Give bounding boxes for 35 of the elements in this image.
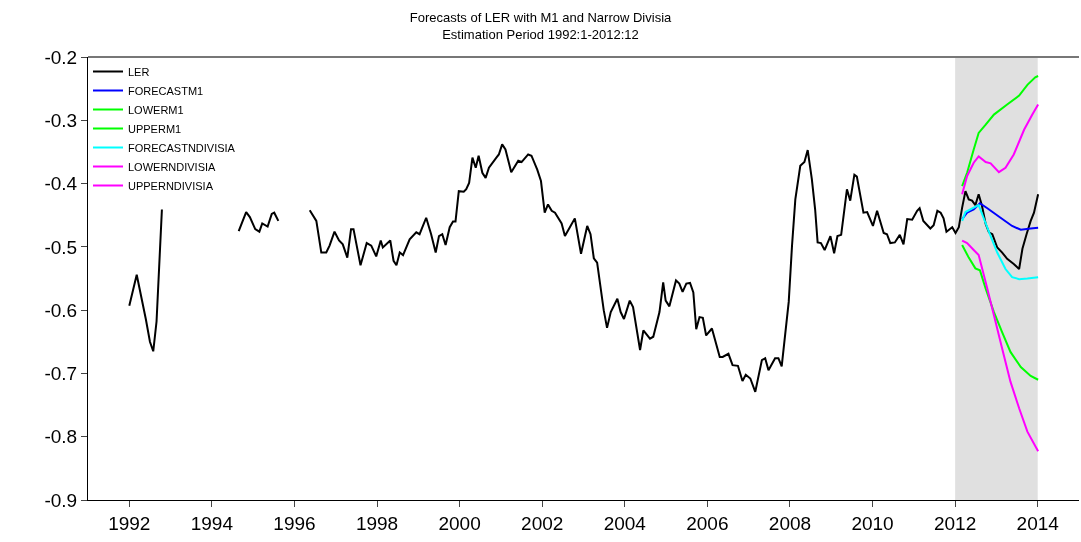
x-tick-label: 1992: [108, 512, 151, 534]
x-tick-label: 2000: [438, 512, 481, 534]
y-tick-label: -0.6: [44, 299, 78, 321]
y-tick-label: -0.5: [44, 236, 78, 258]
y-tick-label: -0.7: [44, 363, 78, 385]
x-tick-label: 2014: [1016, 512, 1060, 534]
y-tick-label: -0.8: [44, 426, 78, 448]
chart-title: Forecasts of LER with M1 and Narrow Divisia: [409, 9, 673, 25]
chart-subtitle: Estimation Period 1992:1-2012:12: [442, 26, 639, 42]
x-tick-label: 2004: [603, 512, 647, 534]
x-tick-label: 1996: [273, 512, 316, 534]
legend-label: FORECASTM1: [128, 84, 204, 97]
x-tick-label: 1998: [355, 512, 399, 534]
legend-label: LOWERNDIVISIA: [128, 160, 217, 173]
y-tick-label: -0.3: [44, 109, 78, 131]
legend-label: UPPERNDIVISIA: [128, 179, 214, 192]
line-series: [961, 239, 1040, 453]
x-tick-label: 2002: [521, 512, 564, 534]
y-tick-label: -0.2: [44, 46, 78, 68]
y-tick-label: -0.9: [44, 489, 78, 511]
x-tick-label: 1994: [190, 512, 234, 534]
x-tick-label: 2008: [768, 512, 812, 534]
legend-label: UPPERM1: [128, 122, 182, 135]
legend-label: FORECASTNDIVISIA: [128, 141, 236, 154]
line-series: [961, 202, 1040, 231]
line-series: [961, 204, 1040, 281]
y-tick-label: -0.4: [44, 173, 78, 195]
x-tick-label: 2012: [933, 512, 977, 534]
x-tick-label: 2010: [851, 512, 894, 534]
line-series: [961, 74, 1040, 188]
line-series: [961, 243, 1040, 381]
legend-label: LER: [128, 65, 150, 78]
line-series: [961, 103, 1040, 196]
legend-label: LOWERM1: [128, 103, 184, 116]
x-tick-label: 2006: [686, 512, 729, 534]
